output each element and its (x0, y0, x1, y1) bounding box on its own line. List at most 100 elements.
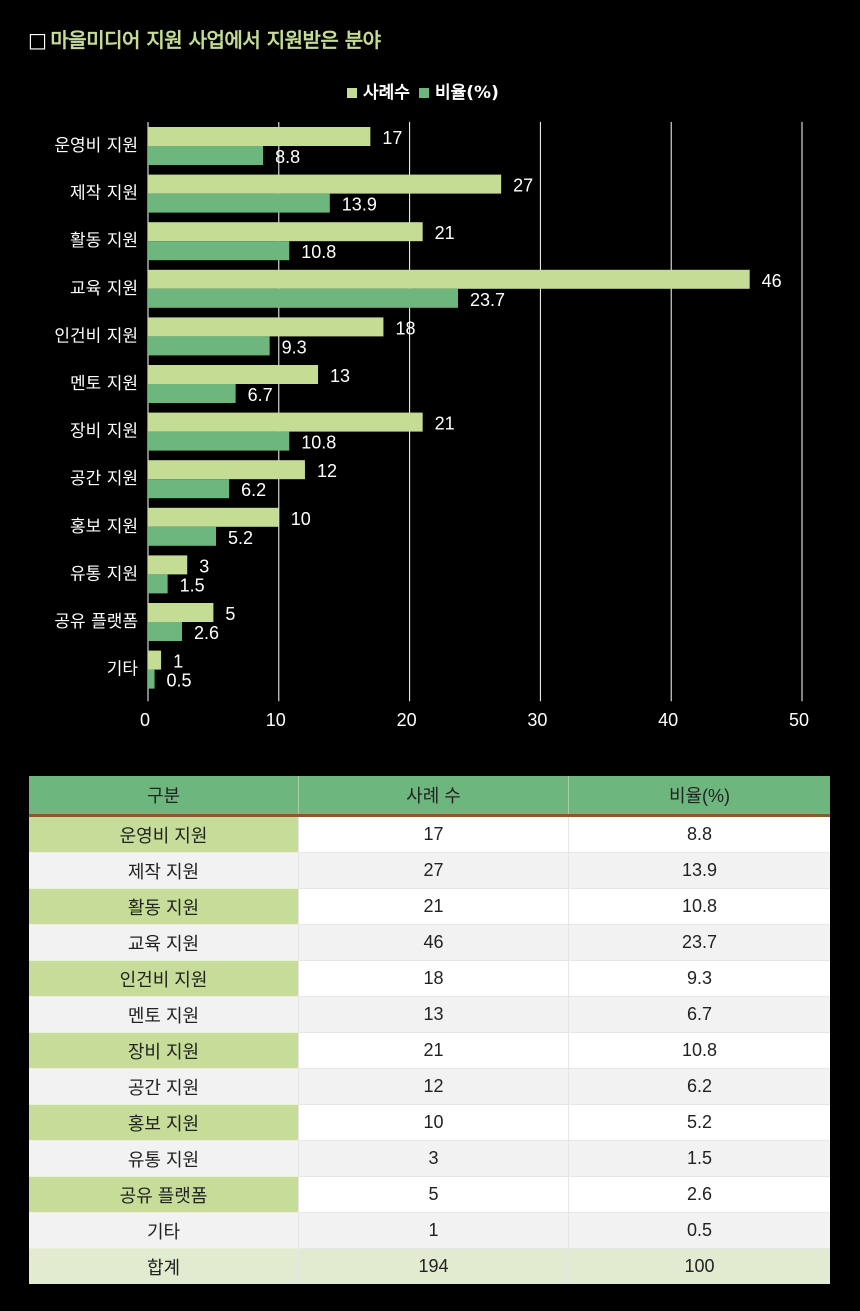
data-label: 5 (225, 604, 235, 624)
bar-ratio (148, 622, 183, 641)
table-header-row: 구분 사례 수 비율(%) (29, 776, 830, 817)
category-label: 인건비 지원 (54, 326, 138, 346)
count-cell: 13 (298, 996, 569, 1033)
data-label: 10.8 (301, 433, 336, 453)
category-label: 홍보 지원 (70, 517, 138, 537)
bar-ratio (148, 574, 168, 594)
data-label: 23.7 (470, 290, 505, 310)
x-tick-label: 20 (397, 710, 417, 730)
bar-count (148, 555, 188, 575)
bar-ratio (148, 193, 330, 213)
count-cell: 5 (298, 1176, 569, 1213)
legend-swatch (347, 88, 357, 98)
category-cell: 공유 플랫폼 (29, 1176, 299, 1213)
bar-ratio (148, 479, 230, 499)
ratio-cell: 13.9 (568, 852, 830, 889)
total-ratio-cell: 100 (568, 1248, 830, 1284)
data-label: 9.3 (282, 337, 307, 357)
bar-count (148, 460, 305, 480)
count-cell: 12 (298, 1068, 569, 1105)
table-row: 기타 1 0.5 (29, 1212, 830, 1249)
title-marker: □ (28, 28, 47, 52)
data-label: 46 (762, 271, 782, 291)
category-label: 공간 지원 (70, 469, 138, 489)
category-cell: 인건비 지원 (29, 960, 299, 997)
bar-chart: 0 10 20 30 40 50 사례수 비율(%) 운영비 지원 17 8.8 제작 지원 27 13.… (54, 83, 809, 730)
data-label: 1.5 (180, 575, 205, 595)
data-label: 17 (382, 128, 402, 148)
category-label: 장비 지원 (70, 422, 138, 442)
category-cell: 교육 지원 (29, 924, 299, 961)
category-cell: 활동 지원 (29, 888, 299, 925)
count-cell: 10 (298, 1104, 569, 1141)
category-cell: 제작 지원 (29, 852, 299, 889)
count-cell: 18 (298, 960, 569, 997)
data-label: 12 (317, 461, 337, 481)
data-label: 13 (330, 366, 350, 386)
data-label: 2.6 (194, 623, 219, 643)
table-row: 장비 지원 21 10.8 (29, 1032, 830, 1069)
ratio-cell: 9.3 (568, 960, 830, 997)
data-label: 10.8 (301, 242, 336, 262)
x-tick-label: 30 (527, 710, 547, 730)
x-tick-label: 10 (266, 710, 286, 730)
data-label: 1 (173, 652, 183, 672)
legend-label: 비율(%) (435, 83, 499, 103)
table-row: 제작 지원 27 13.9 (29, 852, 830, 889)
data-label: 6.2 (241, 480, 266, 500)
data-label: 18 (395, 318, 415, 338)
ratio-cell: 1.5 (568, 1140, 830, 1177)
bar-ratio (148, 336, 270, 356)
ratio-cell: 10.8 (568, 888, 830, 925)
chart-title: □ 마을미디어 지원 사업에서 지원받은 분야 (28, 24, 381, 53)
category-cell: 홍보 지원 (29, 1104, 299, 1141)
ratio-cell: 6.2 (568, 1068, 830, 1105)
bar-ratio (148, 384, 236, 403)
table-row: 인건비 지원 18 9.3 (29, 960, 830, 997)
bar-count (148, 365, 319, 384)
category-cell: 공간 지원 (29, 1068, 299, 1105)
data-label: 0.5 (167, 671, 192, 691)
bar-count (148, 507, 279, 527)
bar-count (148, 174, 502, 194)
count-cell: 3 (298, 1140, 569, 1177)
bar-count (148, 650, 162, 670)
total-count-cell: 194 (298, 1248, 569, 1284)
data-label: 5.2 (228, 528, 253, 548)
table-row: 운영비 지원 17 8.8 (29, 815, 830, 853)
data-table: 구분 사례 수 비율(%) 운영비 지원 17 8.8 제작 지원 27 13.9 활동 지… (29, 776, 830, 1284)
header-count: 사례 수 (298, 776, 569, 817)
table-row: 공유 플랫폼 5 2.6 (29, 1176, 830, 1213)
data-label: 21 (435, 414, 455, 434)
category-label: 교육 지원 (70, 279, 138, 299)
category-cell: 운영비 지원 (29, 815, 299, 853)
bar-ratio (148, 146, 264, 165)
count-cell: 17 (298, 815, 569, 853)
ratio-cell: 6.7 (568, 996, 830, 1033)
legend-swatch (419, 88, 429, 98)
header-category: 구분 (29, 776, 299, 817)
category-label: 제작 지원 (70, 184, 138, 204)
legend-label: 사례수 (363, 83, 410, 103)
ratio-cell: 5.2 (568, 1104, 830, 1141)
bar-ratio (148, 526, 217, 546)
category-label: 공유 플랫폼 (54, 612, 138, 632)
bar-count (148, 317, 384, 337)
bar-ratio (148, 241, 290, 261)
bar-count (148, 269, 750, 289)
category-label: 유통 지원 (70, 564, 138, 584)
category-label: 멘토 지원 (70, 374, 138, 394)
ratio-cell: 8.8 (568, 815, 830, 853)
category-cell: 기타 (29, 1212, 299, 1249)
bar-ratio (148, 288, 458, 308)
data-label: 10 (291, 509, 311, 529)
category-cell: 멘토 지원 (29, 996, 299, 1033)
bar-ratio (148, 431, 290, 451)
table-total-row: 합계 194 100 (29, 1248, 830, 1284)
data-label: 27 (513, 176, 533, 196)
ratio-cell: 2.6 (568, 1176, 830, 1213)
data-label: 8.8 (275, 147, 300, 167)
table-row: 홍보 지원 10 5.2 (29, 1104, 830, 1141)
bar-ratio (148, 669, 155, 689)
header-ratio: 비율(%) (568, 776, 830, 817)
